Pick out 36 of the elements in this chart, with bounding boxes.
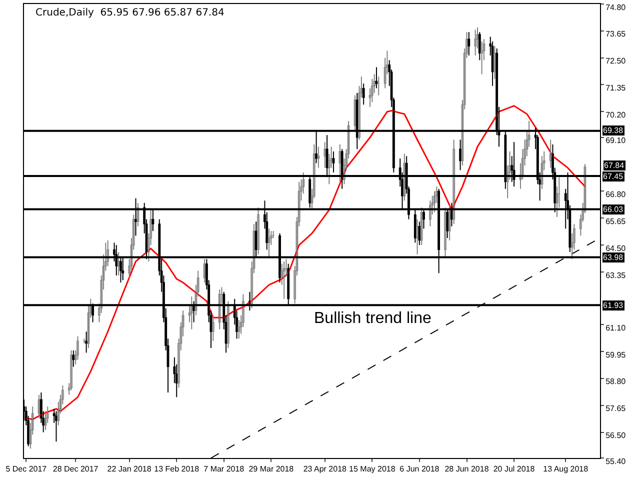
x-tick-label: 7 Mar 2018 (204, 464, 245, 474)
y-tick-label: 72.50 (606, 56, 626, 66)
y-tick-label: 56.50 (606, 431, 626, 440)
y-tick-label: 70.20 (606, 110, 626, 120)
x-tick-label: 23 Apr 2018 (303, 464, 348, 474)
annotation: Bullish trend line (314, 310, 432, 327)
y-tick-label: 64.50 (606, 244, 626, 253)
y-tick-label: 71.35 (606, 84, 626, 93)
x-tick-label: 28 Dec 2017 (52, 464, 99, 474)
ref-line-label: 61.93 (603, 301, 624, 310)
x-tick-label: 22 Jan 2018 (107, 464, 152, 474)
ref-line-label: 63.98 (603, 253, 624, 262)
y-tick-label: 61.10 (606, 323, 626, 332)
y-tick-label: 66.80 (606, 190, 626, 200)
y-tick-label: 65.65 (606, 216, 626, 226)
ref-line-label: 69.38 (603, 126, 624, 135)
y-tick-label: 74.80 (606, 2, 626, 12)
x-tick-label: 20 Jul 2018 (493, 464, 536, 474)
x-tick-label: 13 Feb 2018 (154, 464, 200, 474)
x-tick-label: 15 May 2018 (349, 464, 396, 474)
x-tick-label: 13 Aug 2018 (543, 464, 589, 474)
chart-title: Crude,Daily 65.95 67.96 65.87 67.84 (36, 8, 224, 19)
ref-line-label: 66.03 (603, 205, 624, 214)
x-tick-label: 6 Jun 2018 (400, 464, 440, 474)
x-tick-label: 29 Mar 2018 (248, 464, 294, 474)
y-tick-label: 58.80 (606, 377, 626, 386)
y-tick-label: 69.10 (606, 136, 626, 146)
y-tick-label: 55.40 (606, 456, 626, 466)
y-tick-label: 73.65 (606, 30, 626, 39)
x-tick-label: 28 Jun 2018 (444, 464, 490, 474)
annotation: 67.84 (604, 161, 625, 170)
y-tick-label: 57.65 (606, 404, 626, 414)
ref-line-label: 67.45 (603, 172, 624, 181)
y-tick-label: 59.95 (606, 350, 626, 360)
y-tick-label: 63.35 (606, 270, 626, 280)
x-tick-label: 5 Dec 2017 (6, 464, 48, 474)
